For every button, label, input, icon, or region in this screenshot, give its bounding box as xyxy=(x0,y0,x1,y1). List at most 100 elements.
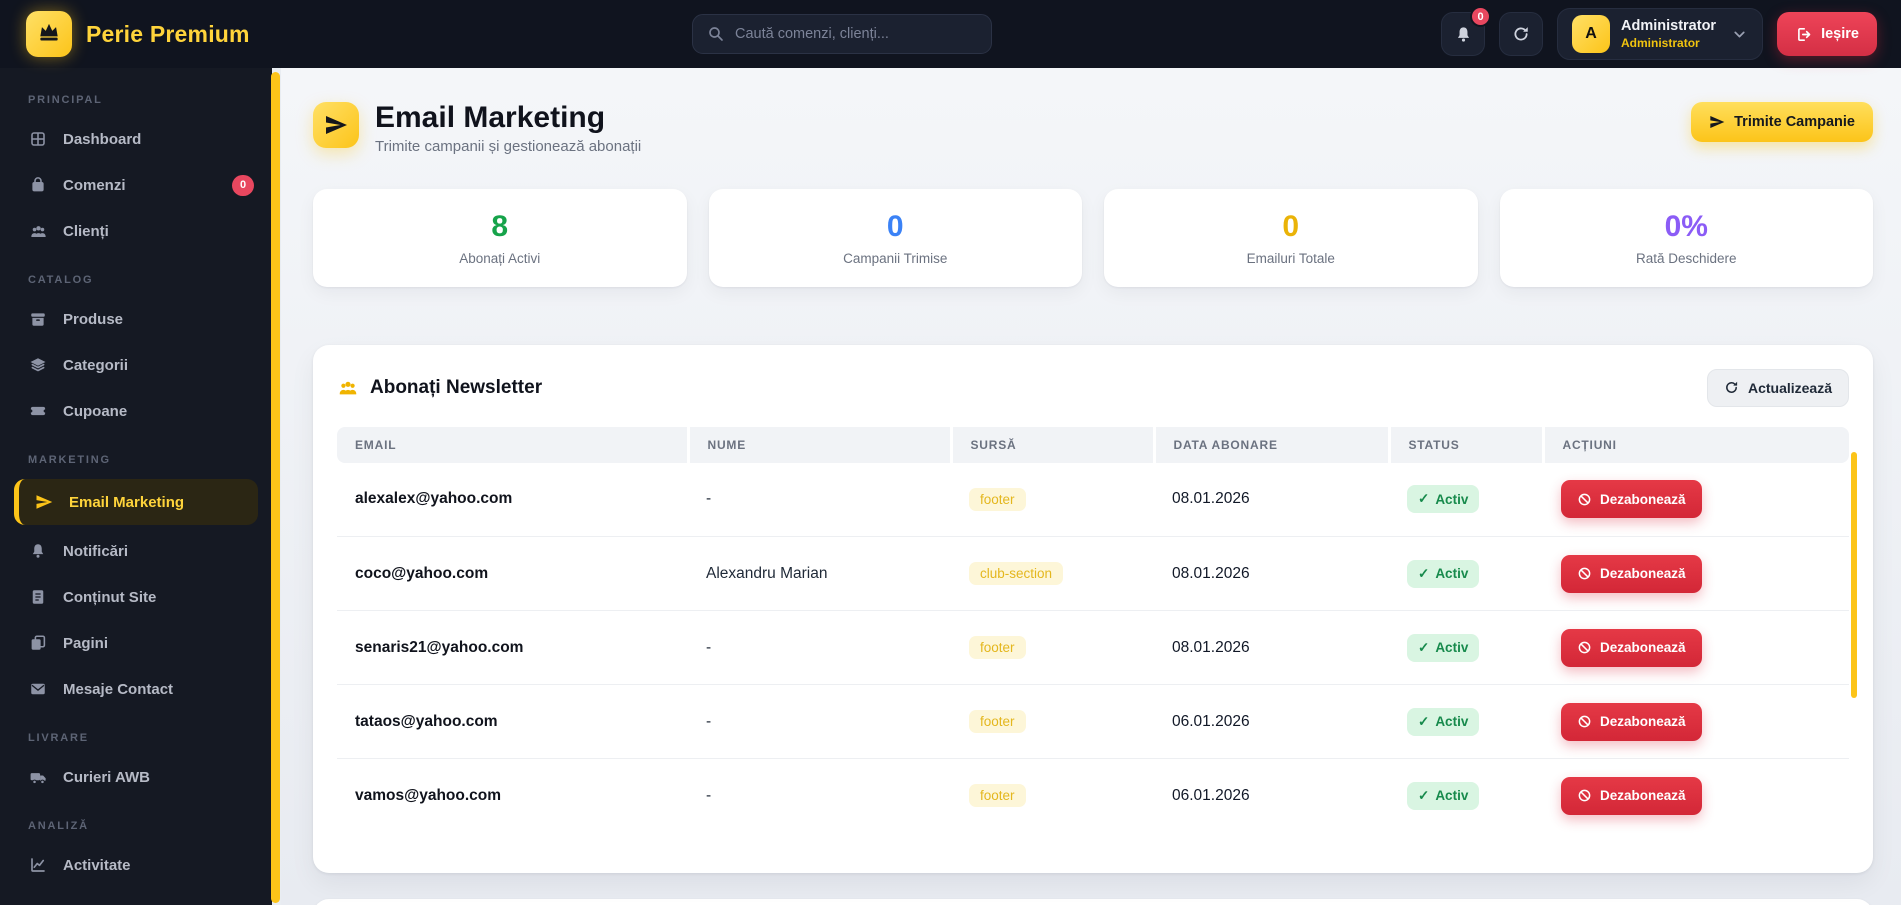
table-header-row: EMAIL NUME SURSĂ DATA ABONARE STATUS ACȚ… xyxy=(337,426,1849,463)
unsubscribe-button[interactable]: Dezabonează xyxy=(1561,628,1702,667)
subscriber-email: coco@yahoo.com xyxy=(355,564,489,582)
subscriber-name: - xyxy=(706,490,712,508)
notifications-button[interactable]: 0 xyxy=(1441,6,1492,56)
column-header-email: EMAIL xyxy=(337,426,688,463)
sidebar-item-label: Curieri AWB xyxy=(63,768,150,786)
brand-name: Perie Premium xyxy=(86,20,250,47)
sidebar-item-label: Clienți xyxy=(63,222,109,240)
search-icon xyxy=(707,25,725,43)
unsubscribe-button[interactable]: Dezabonează xyxy=(1561,554,1702,593)
sidebar-section-livrare: LIVRARE xyxy=(28,732,89,744)
sidebar-item-label: Cupoane xyxy=(63,402,128,420)
layers-icon xyxy=(28,356,48,374)
subscriber-name: Alexandru Marian xyxy=(706,564,828,582)
sidebar-item-produse[interactable]: Produse xyxy=(0,296,272,342)
column-header-data-abonare: DATA ABONARE xyxy=(1152,426,1389,463)
table-row: coco@yahoo.com Alexandru Marian club-sec… xyxy=(337,536,1849,611)
refresh-subscribers-button[interactable]: Actualizează xyxy=(1706,368,1849,407)
sidebar-item-cupoane[interactable]: Cupoane xyxy=(0,388,272,434)
check-icon: ✓ xyxy=(1418,491,1430,507)
source-tag: footer xyxy=(969,636,1026,659)
status-badge: ✓ Activ xyxy=(1407,559,1480,588)
refresh-icon xyxy=(1724,380,1739,395)
sidebar-item-categorii[interactable]: Categorii xyxy=(0,342,272,388)
sidebar-item-continut-site[interactable]: Conținut Site xyxy=(0,574,272,620)
send-campaign-button[interactable]: Trimite Campanie xyxy=(1691,102,1873,142)
ticket-icon xyxy=(28,402,48,420)
sidebar-item-label: Categorii xyxy=(63,356,129,374)
subscription-date: 08.01.2026 xyxy=(1172,564,1250,582)
stat-value: 8 xyxy=(491,209,509,243)
stat-value: 0% xyxy=(1664,209,1708,243)
sidebar-item-curieri-awb[interactable]: Curieri AWB xyxy=(0,754,272,800)
sidebar-item-label: Mesaje Contact xyxy=(63,680,174,698)
sidebar-item-email-marketing[interactable]: Email Marketing xyxy=(14,479,258,525)
refresh-icon xyxy=(1512,25,1530,43)
sidebar-item-label: Email Marketing xyxy=(69,493,185,511)
stat-card-campanii-trimise: 0 Campanii Trimise xyxy=(708,188,1082,287)
send-campaign-label: Trimite Campanie xyxy=(1734,114,1855,130)
unsubscribe-button[interactable]: Dezabonează xyxy=(1561,776,1702,815)
sidebar-item-label: Activitate xyxy=(63,856,131,874)
sidebar-item-notificari[interactable]: Notificări xyxy=(0,528,272,574)
column-header-sursa: SURSĂ xyxy=(949,426,1154,463)
table-row: tataos@yahoo.com - footer 06.01.2026 ✓ Ac… xyxy=(337,684,1849,759)
sidebar-item-clienti[interactable]: Clienți xyxy=(0,208,272,254)
pages-icon xyxy=(28,634,48,652)
logout-icon xyxy=(1795,26,1812,43)
sidebar-item-mesaje-contact[interactable]: Mesaje Contact xyxy=(0,666,272,712)
sidebar-section-analiza: ANALIZĂ xyxy=(28,820,89,832)
sidebar-item-dashboard[interactable]: Dashboard xyxy=(0,116,272,162)
logout-button[interactable]: Ieșire xyxy=(1777,12,1877,56)
sidebar-item-label: Conținut Site xyxy=(63,588,157,606)
notifications-badge: 0 xyxy=(1470,6,1492,27)
search-input[interactable] xyxy=(735,26,977,42)
page-icon xyxy=(313,102,359,148)
unsubscribe-button[interactable]: Dezabonează xyxy=(1561,480,1702,519)
sidebar-section-principal: PRINCIPAL xyxy=(28,94,103,106)
refresh-button[interactable] xyxy=(1499,12,1544,56)
grid-icon xyxy=(28,130,48,148)
sidebar-item-comenzi[interactable]: Comenzi 0 xyxy=(0,162,272,208)
status-badge: ✓ Activ xyxy=(1407,707,1480,736)
source-tag: club-section xyxy=(969,562,1064,585)
user-menu[interactable]: A Administrator Administrator xyxy=(1557,8,1764,60)
avatar: A xyxy=(1572,15,1611,53)
sidebar-item-pagini[interactable]: Pagini xyxy=(0,620,272,666)
column-header-nume: NUME xyxy=(686,426,951,463)
subscription-date: 08.01.2026 xyxy=(1172,638,1250,656)
user-name: Administrator xyxy=(1621,18,1717,35)
paper-plane-icon xyxy=(34,493,54,511)
box-icon xyxy=(28,310,48,328)
unsubscribe-button[interactable]: Dezabonează xyxy=(1561,702,1702,741)
crown-icon xyxy=(36,19,62,50)
subscription-date: 06.01.2026 xyxy=(1172,786,1250,804)
mail-icon xyxy=(28,680,48,698)
topbar: Perie Premium 0 A Administrator Administ… xyxy=(0,0,1901,68)
stat-label: Abonați Activi xyxy=(459,250,541,266)
stat-label: Campanii Trimise xyxy=(843,250,948,266)
status-badge: ✓ Activ xyxy=(1407,781,1480,810)
source-tag: footer xyxy=(969,487,1026,511)
subscriber-email: vamos@yahoo.com xyxy=(355,786,502,804)
check-icon: ✓ xyxy=(1418,713,1430,729)
global-search[interactable] xyxy=(692,14,992,54)
refresh-subscribers-label: Actualizează xyxy=(1747,379,1832,396)
sidebar-scrollbar[interactable] xyxy=(271,72,280,903)
sidebar-section-marketing: MARKETING xyxy=(28,454,111,466)
subscriber-name: - xyxy=(706,786,712,804)
status-badge: ✓ Activ xyxy=(1407,633,1480,662)
table-row: alexalex@yahoo.com - footer 08.01.2026 ✓… xyxy=(337,462,1849,537)
bag-icon xyxy=(28,176,48,194)
bell-icon xyxy=(1454,25,1473,44)
users-group-icon xyxy=(337,377,359,399)
table-scrollbar[interactable] xyxy=(1851,451,1857,698)
table-row: senaris21@yahoo.com - footer 08.01.2026 … xyxy=(337,610,1849,685)
source-tag: footer xyxy=(969,784,1026,808)
check-icon: ✓ xyxy=(1418,639,1430,655)
table-row: vamos@yahoo.com - footer 06.01.2026 ✓ Act… xyxy=(337,759,1849,833)
sidebar-item-activitate[interactable]: Activitate xyxy=(0,842,272,888)
status-badge: ✓ Activ xyxy=(1407,485,1480,514)
subscriber-name: - xyxy=(706,638,712,656)
users-icon xyxy=(28,222,48,241)
